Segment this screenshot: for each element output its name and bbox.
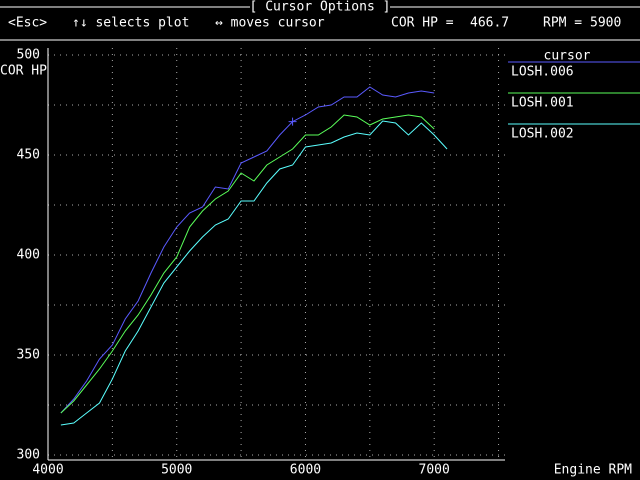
y-axis-label: COR HP <box>0 64 47 79</box>
x-tick-label: 4000 <box>32 463 63 478</box>
y-tick-label: 400 <box>17 248 40 263</box>
y-tick-label: 350 <box>17 348 40 363</box>
x-tick-label: 5000 <box>161 463 192 478</box>
series-line <box>60 120 448 426</box>
legend-label: LOSH.002 <box>511 127 574 142</box>
select-hint: ↑↓ selects plot <box>72 16 189 31</box>
x-tick-label: 7000 <box>419 463 450 478</box>
legend-label: LOSH.006 <box>511 65 574 80</box>
x-tick-label: 6000 <box>290 463 321 478</box>
y-readout-label: COR HP = <box>391 16 454 31</box>
series-line <box>60 86 435 414</box>
series-line <box>60 114 435 414</box>
menu-title: [ Cursor Options ] <box>250 0 391 15</box>
x-readout-label: RPM = <box>543 16 582 31</box>
esc-key[interactable]: <Esc> <box>8 16 47 31</box>
y-tick-label: 500 <box>17 48 40 63</box>
y-readout: 466.7 <box>470 16 509 31</box>
cursor-marker <box>288 117 297 126</box>
legend-title: cursor <box>544 49 591 64</box>
y-tick-label: 300 <box>17 448 40 463</box>
y-tick-label: 450 <box>17 148 40 163</box>
x-readout: 5900 <box>590 16 621 31</box>
move-hint: ↔ moves cursor <box>215 16 325 31</box>
legend-label: LOSH.001 <box>511 96 574 111</box>
x-axis-label: Engine RPM <box>554 463 632 478</box>
